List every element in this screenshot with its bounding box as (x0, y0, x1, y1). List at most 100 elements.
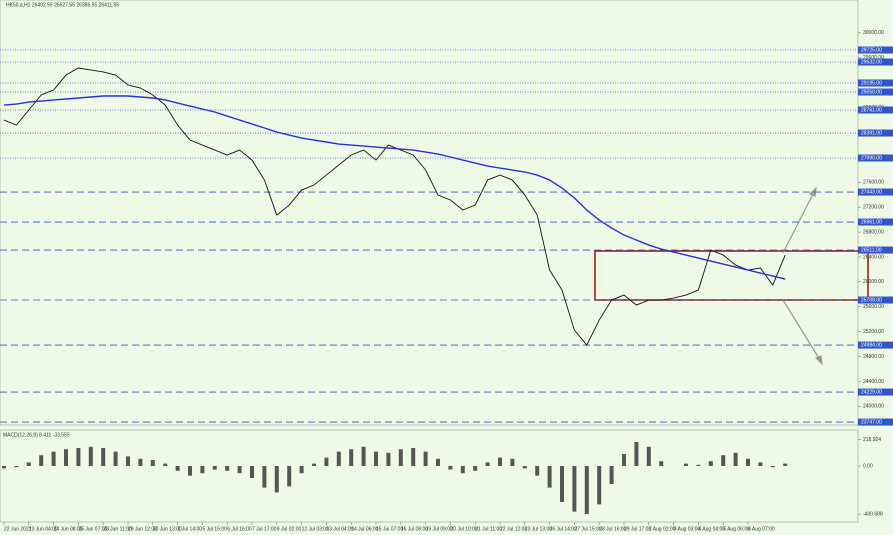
level-label: 29532.00 (858, 58, 893, 66)
macd-bar (237, 466, 242, 474)
x-tick-label: 16 Jul 08:00 (401, 526, 428, 532)
y-tick-label: 24800.00 (863, 354, 884, 360)
arrow-up (782, 191, 815, 254)
macd-bar (460, 466, 465, 474)
macd-bar (622, 454, 626, 466)
ma-line (3, 95, 786, 280)
level-label: 23747.00 (858, 418, 893, 426)
macd-bar (14, 466, 19, 468)
macd-bar (733, 452, 738, 466)
indicator-title: MACD(12,26,9) 8.411 -33.555 (3, 432, 70, 438)
level-label: 28761.00 (858, 106, 893, 114)
macd-bar (783, 463, 788, 466)
x-tick-label: 14 Jul 06:00 (351, 526, 378, 532)
macd-bar (721, 455, 726, 466)
macd-bar (39, 455, 44, 466)
x-tick-label: 22 Jun 2021 (4, 526, 32, 532)
level-label-text: 27443.00 (861, 189, 882, 195)
level-label: 24229.00 (858, 388, 893, 396)
level-label-box (858, 58, 893, 66)
level-label-box (858, 129, 893, 137)
x-tick-label: 5 Aug 06:00 (723, 526, 750, 532)
x-tick-label: 15 Jul 07:00 (376, 526, 403, 532)
level-label-text: 26961.00 (861, 219, 882, 225)
y-tick-label: 25200.00 (863, 329, 884, 335)
macd-bar (684, 463, 688, 466)
level-label: 28391.00 (858, 129, 893, 137)
y-tick-label: 24400.00 (863, 379, 884, 385)
macd-bar (312, 463, 316, 466)
macd-bar (535, 466, 540, 476)
level-label: 24984.00 (858, 341, 893, 349)
x-tick-label: 28 Jun 11:00 (103, 526, 132, 532)
level-label-text: 29050.00 (861, 89, 882, 95)
level-label-box (858, 418, 893, 426)
macd-bar (646, 446, 651, 466)
level-label-text: 25708.00 (861, 297, 882, 303)
y-tick-label: 26800.00 (863, 229, 884, 235)
y2-tick-label: -400.688 (863, 511, 883, 517)
macd-bar (200, 466, 205, 474)
x-tick-label: 7 Jul 17:00 (252, 526, 277, 532)
price-line (3, 67, 786, 346)
y-tick-label: 27200.00 (863, 204, 884, 210)
level-label-box (858, 388, 893, 396)
level-label-text: 29195.00 (861, 80, 882, 86)
chart-title: HK50.a,H1 26402.55 26527.55 26386.55 264… (6, 2, 119, 8)
macd-bar (126, 456, 130, 466)
macd-bar (2, 466, 6, 469)
level-label-text: 26511.00 (861, 247, 882, 253)
arrow-head (814, 355, 823, 366)
macd-bar (299, 466, 304, 474)
macd-bar (398, 449, 403, 466)
macd-bar (510, 458, 515, 466)
level-label-text: 24229.00 (861, 389, 882, 395)
macd-bar (188, 466, 192, 476)
macd-bar (324, 457, 329, 466)
macd-bar (423, 451, 428, 466)
x-tick-label: 2 Aug 02:00 (649, 526, 676, 532)
x-tick-label: 24 Jun 08:00 (54, 526, 83, 532)
macd-bar (88, 446, 93, 466)
x-tick-label: 30 Jun 13:00 (153, 526, 182, 532)
arrows (782, 186, 823, 366)
macd-bar (262, 466, 267, 488)
y-tick-label: 26000.00 (863, 279, 884, 285)
x-tick-label: 3 Aug 03:00 (674, 526, 701, 532)
level-label-text: 23747.00 (861, 419, 882, 425)
macd-bar (634, 442, 639, 466)
y-tick-label: 26400.00 (863, 254, 884, 260)
macd-bar (101, 448, 106, 466)
macd-bar (473, 466, 478, 471)
x-tick-label: 29 Jun 12:00 (128, 526, 157, 532)
macd-bar (336, 451, 341, 466)
x-tick-label: 28 Jul 16:00 (599, 526, 626, 532)
x-tick-label: 13 Jul 04:00 (326, 526, 353, 532)
y2-tick-label: 0.00 (863, 463, 873, 469)
macd-bar (659, 461, 664, 466)
level-label-text: 28761.00 (861, 107, 882, 113)
main-panel (0, 0, 859, 426)
y-tick-label: 24000.00 (863, 404, 884, 410)
level-label-text: 28391.00 (861, 130, 882, 136)
x-tick-label: 19 Jul 09:00 (426, 526, 453, 532)
x-tick-label: 23 Jun 04:00 (29, 526, 58, 532)
x-tick-label: 4 Aug 04:00 (698, 526, 725, 532)
level-label-box (858, 341, 893, 349)
level-label-box (858, 296, 893, 304)
level-label-box (858, 218, 893, 226)
x-tick-label: 5 Jul 15:00 (202, 526, 227, 532)
macd-bar (584, 466, 589, 514)
x-tick-label: 12 Jul 03:00 (302, 526, 329, 532)
macd-bar (597, 466, 602, 505)
macd-bar (349, 449, 354, 466)
macd-bar (386, 452, 391, 466)
y-tick-label: 29600.00 (863, 55, 884, 61)
x-tick-label: 22 Jul 12:00 (500, 526, 527, 532)
arrow-down (782, 299, 821, 361)
y-tick-label: 27600.00 (863, 180, 884, 186)
x-tick-label: 29 Jul 17:00 (624, 526, 651, 532)
level-label-text: 24984.00 (861, 342, 882, 348)
macd-bar (411, 448, 416, 466)
macd-bar (163, 463, 168, 466)
